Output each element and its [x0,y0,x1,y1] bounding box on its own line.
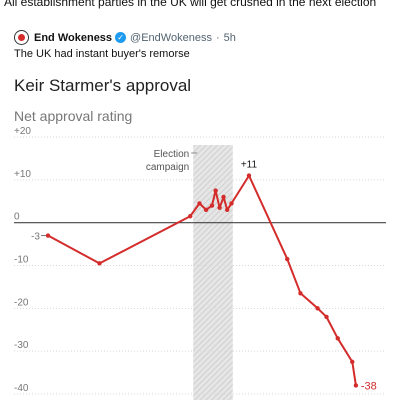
peak-value-label: +11 [241,160,258,171]
tweet-text: The UK had instant buyer's remorse [14,48,190,60]
y-tick-label: +10 [14,169,31,180]
label-layer: -3 +11 -38 [31,160,377,393]
author-handle[interactable]: @EndWokeness [130,31,212,44]
data-point [188,214,193,219]
data-point [217,205,222,210]
election-band-layer: Election campaign [146,145,233,400]
verified-badge-icon: ✓ [115,32,127,43]
y-tick-label: -10 [14,255,29,266]
data-point [224,207,230,213]
quoted-tweet-card[interactable]: End Wokeness ✓ @EndWokeness · 5h The UK … [0,22,400,400]
band-label-line2: campaign [146,162,189,173]
data-point [335,336,340,341]
election-campaign-band [193,145,233,400]
data-point [353,383,359,388]
avatar-dot [18,34,25,41]
author-name[interactable]: End Wokeness [34,31,113,44]
data-point [324,314,329,320]
data-point [197,201,202,206]
data-point [203,207,209,213]
tweet-header: End Wokeness ✓ @EndWokeness · 5h [14,30,236,45]
line-layer [45,173,359,388]
chart-title: Keir Starmer's approval [14,76,192,95]
separator-dot: · [215,31,220,44]
data-point [45,233,51,238]
tweet-time[interactable]: 5h [223,31,236,44]
data-point [315,306,320,311]
avatar[interactable] [14,30,29,45]
data-point [213,188,218,193]
data-point [229,201,234,206]
data-point [350,359,355,365]
data-point [298,291,303,296]
end-value-label: -38 [361,380,377,392]
y-tick-label: -40 [14,383,29,394]
data-point [246,173,252,178]
data-point [209,203,215,208]
data-point [285,256,290,262]
y-tick-label: +20 [14,126,31,137]
post-caption: All establishment parties in the UK will… [4,0,377,9]
start-value-label: -3 [31,232,40,243]
grid-layer [14,136,386,395]
band-label-line1: Election [154,149,190,160]
y-tick-label: 0 [14,212,20,223]
y-tick-label: -30 [14,340,29,351]
data-point [221,194,226,200]
chart-subtitle: Net approval rating [14,108,133,124]
ytick-layer: +20 +10 0 -10 -20 -30 -40 [14,126,31,394]
data-point [97,261,102,266]
y-tick-label: -20 [14,297,29,308]
